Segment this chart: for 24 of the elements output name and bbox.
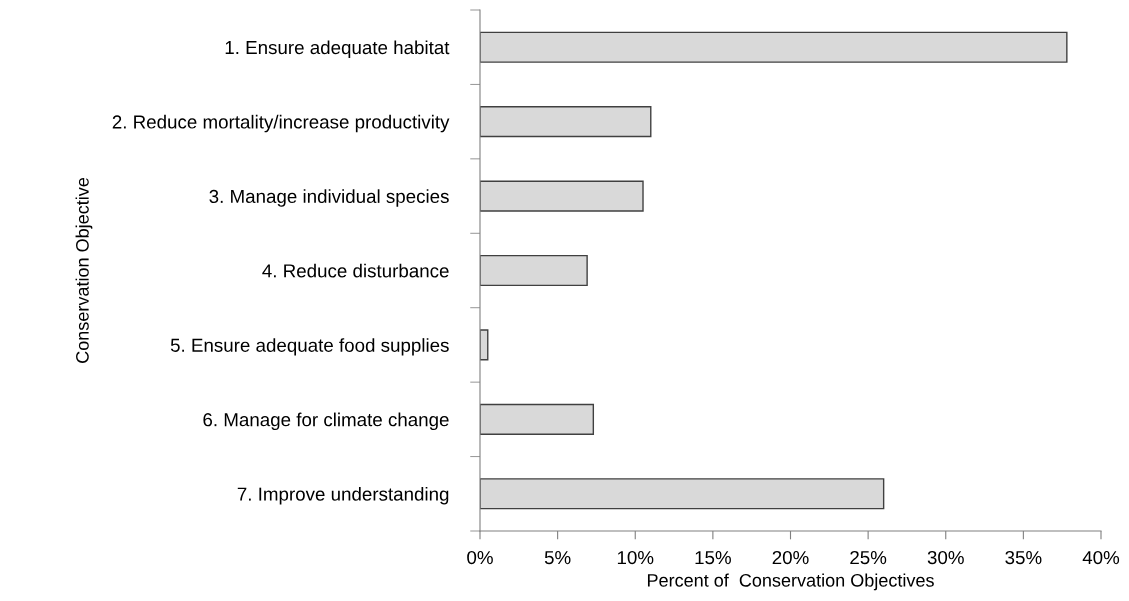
x-tick-label: 40% — [1082, 550, 1120, 565]
y-tick-label: 2. Reduce mortality/increase productivity — [112, 114, 450, 133]
y-tick-label: 5. Ensure adequate food supplies — [170, 338, 449, 356]
y-axis-title: Conservation Objective — [75, 177, 93, 363]
y-tick-label: 1. Ensure adequate habitat — [225, 40, 450, 58]
bar — [480, 254, 588, 287]
bar — [480, 106, 652, 138]
y-tick-label: 6. Manage for climate change — [203, 412, 449, 431]
x-tick-label: 20% — [772, 550, 809, 565]
x-tick-label: 5% — [544, 551, 571, 565]
bar — [480, 403, 595, 435]
x-tick-label: 0% — [467, 550, 493, 565]
x-tick-label: 35% — [1005, 550, 1042, 565]
x-tick-label: 10% — [617, 550, 654, 565]
x-axis-title: Percent of Conservation Objectives — [647, 573, 934, 591]
x-tick-label: 30% — [927, 550, 964, 565]
y-tick-label: 4. Reduce disturbance — [262, 263, 449, 278]
x-tick-label: 15% — [695, 551, 731, 565]
bar — [480, 180, 644, 212]
y-tick-label: 7. Improve understanding — [237, 486, 449, 505]
bar — [480, 478, 885, 510]
bar — [480, 31, 1068, 63]
y-tick-label: 3. Manage individual species — [209, 189, 449, 207]
x-tick-label: 25% — [850, 550, 887, 565]
